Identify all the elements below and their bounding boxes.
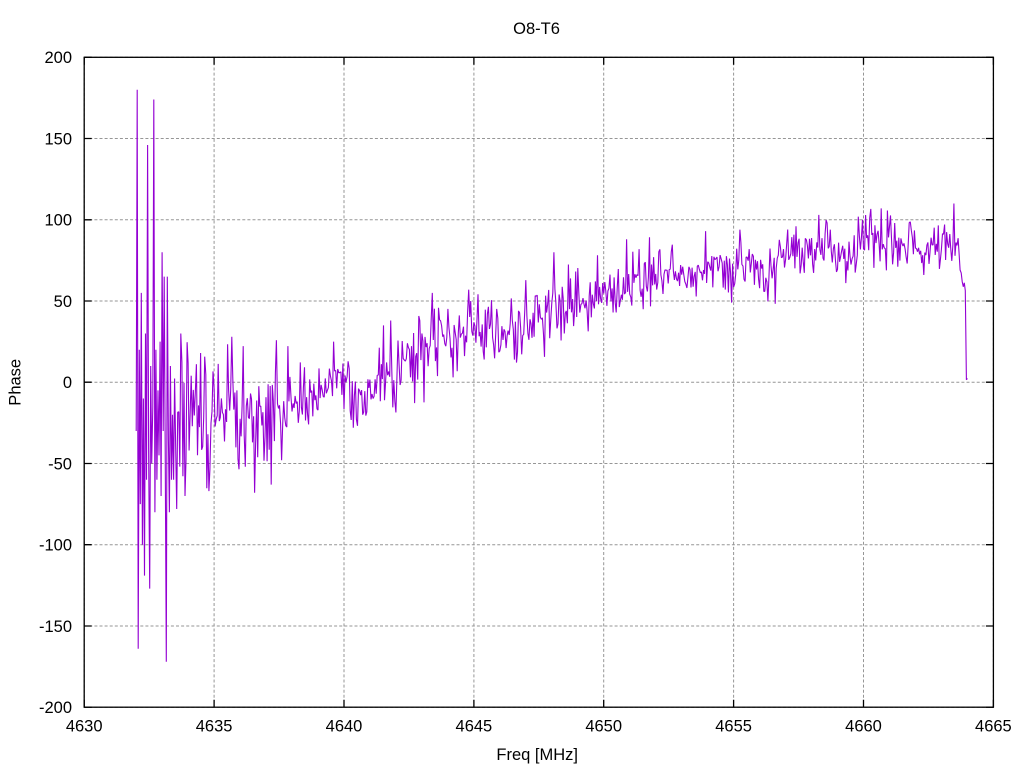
svg-text:-100: -100 [39,537,72,555]
svg-text:4660: 4660 [845,717,882,735]
svg-text:4630: 4630 [66,717,103,735]
svg-text:150: 150 [44,130,72,148]
svg-text:200: 200 [44,49,72,67]
svg-text:0: 0 [63,374,72,392]
svg-text:4635: 4635 [196,717,233,735]
svg-text:Phase: Phase [6,359,24,406]
svg-text:4640: 4640 [326,717,363,735]
svg-text:100: 100 [44,212,72,230]
svg-text:-50: -50 [48,455,72,473]
svg-text:50: 50 [54,293,72,311]
svg-text:4645: 4645 [456,717,493,735]
svg-text:-150: -150 [39,618,72,636]
svg-text:4650: 4650 [585,717,622,735]
svg-text:-200: -200 [39,699,72,717]
svg-text:4655: 4655 [715,717,752,735]
svg-text:4665: 4665 [975,717,1012,735]
svg-text:Freq [MHz]: Freq [MHz] [496,746,578,764]
svg-text:O8-T6: O8-T6 [513,20,560,38]
